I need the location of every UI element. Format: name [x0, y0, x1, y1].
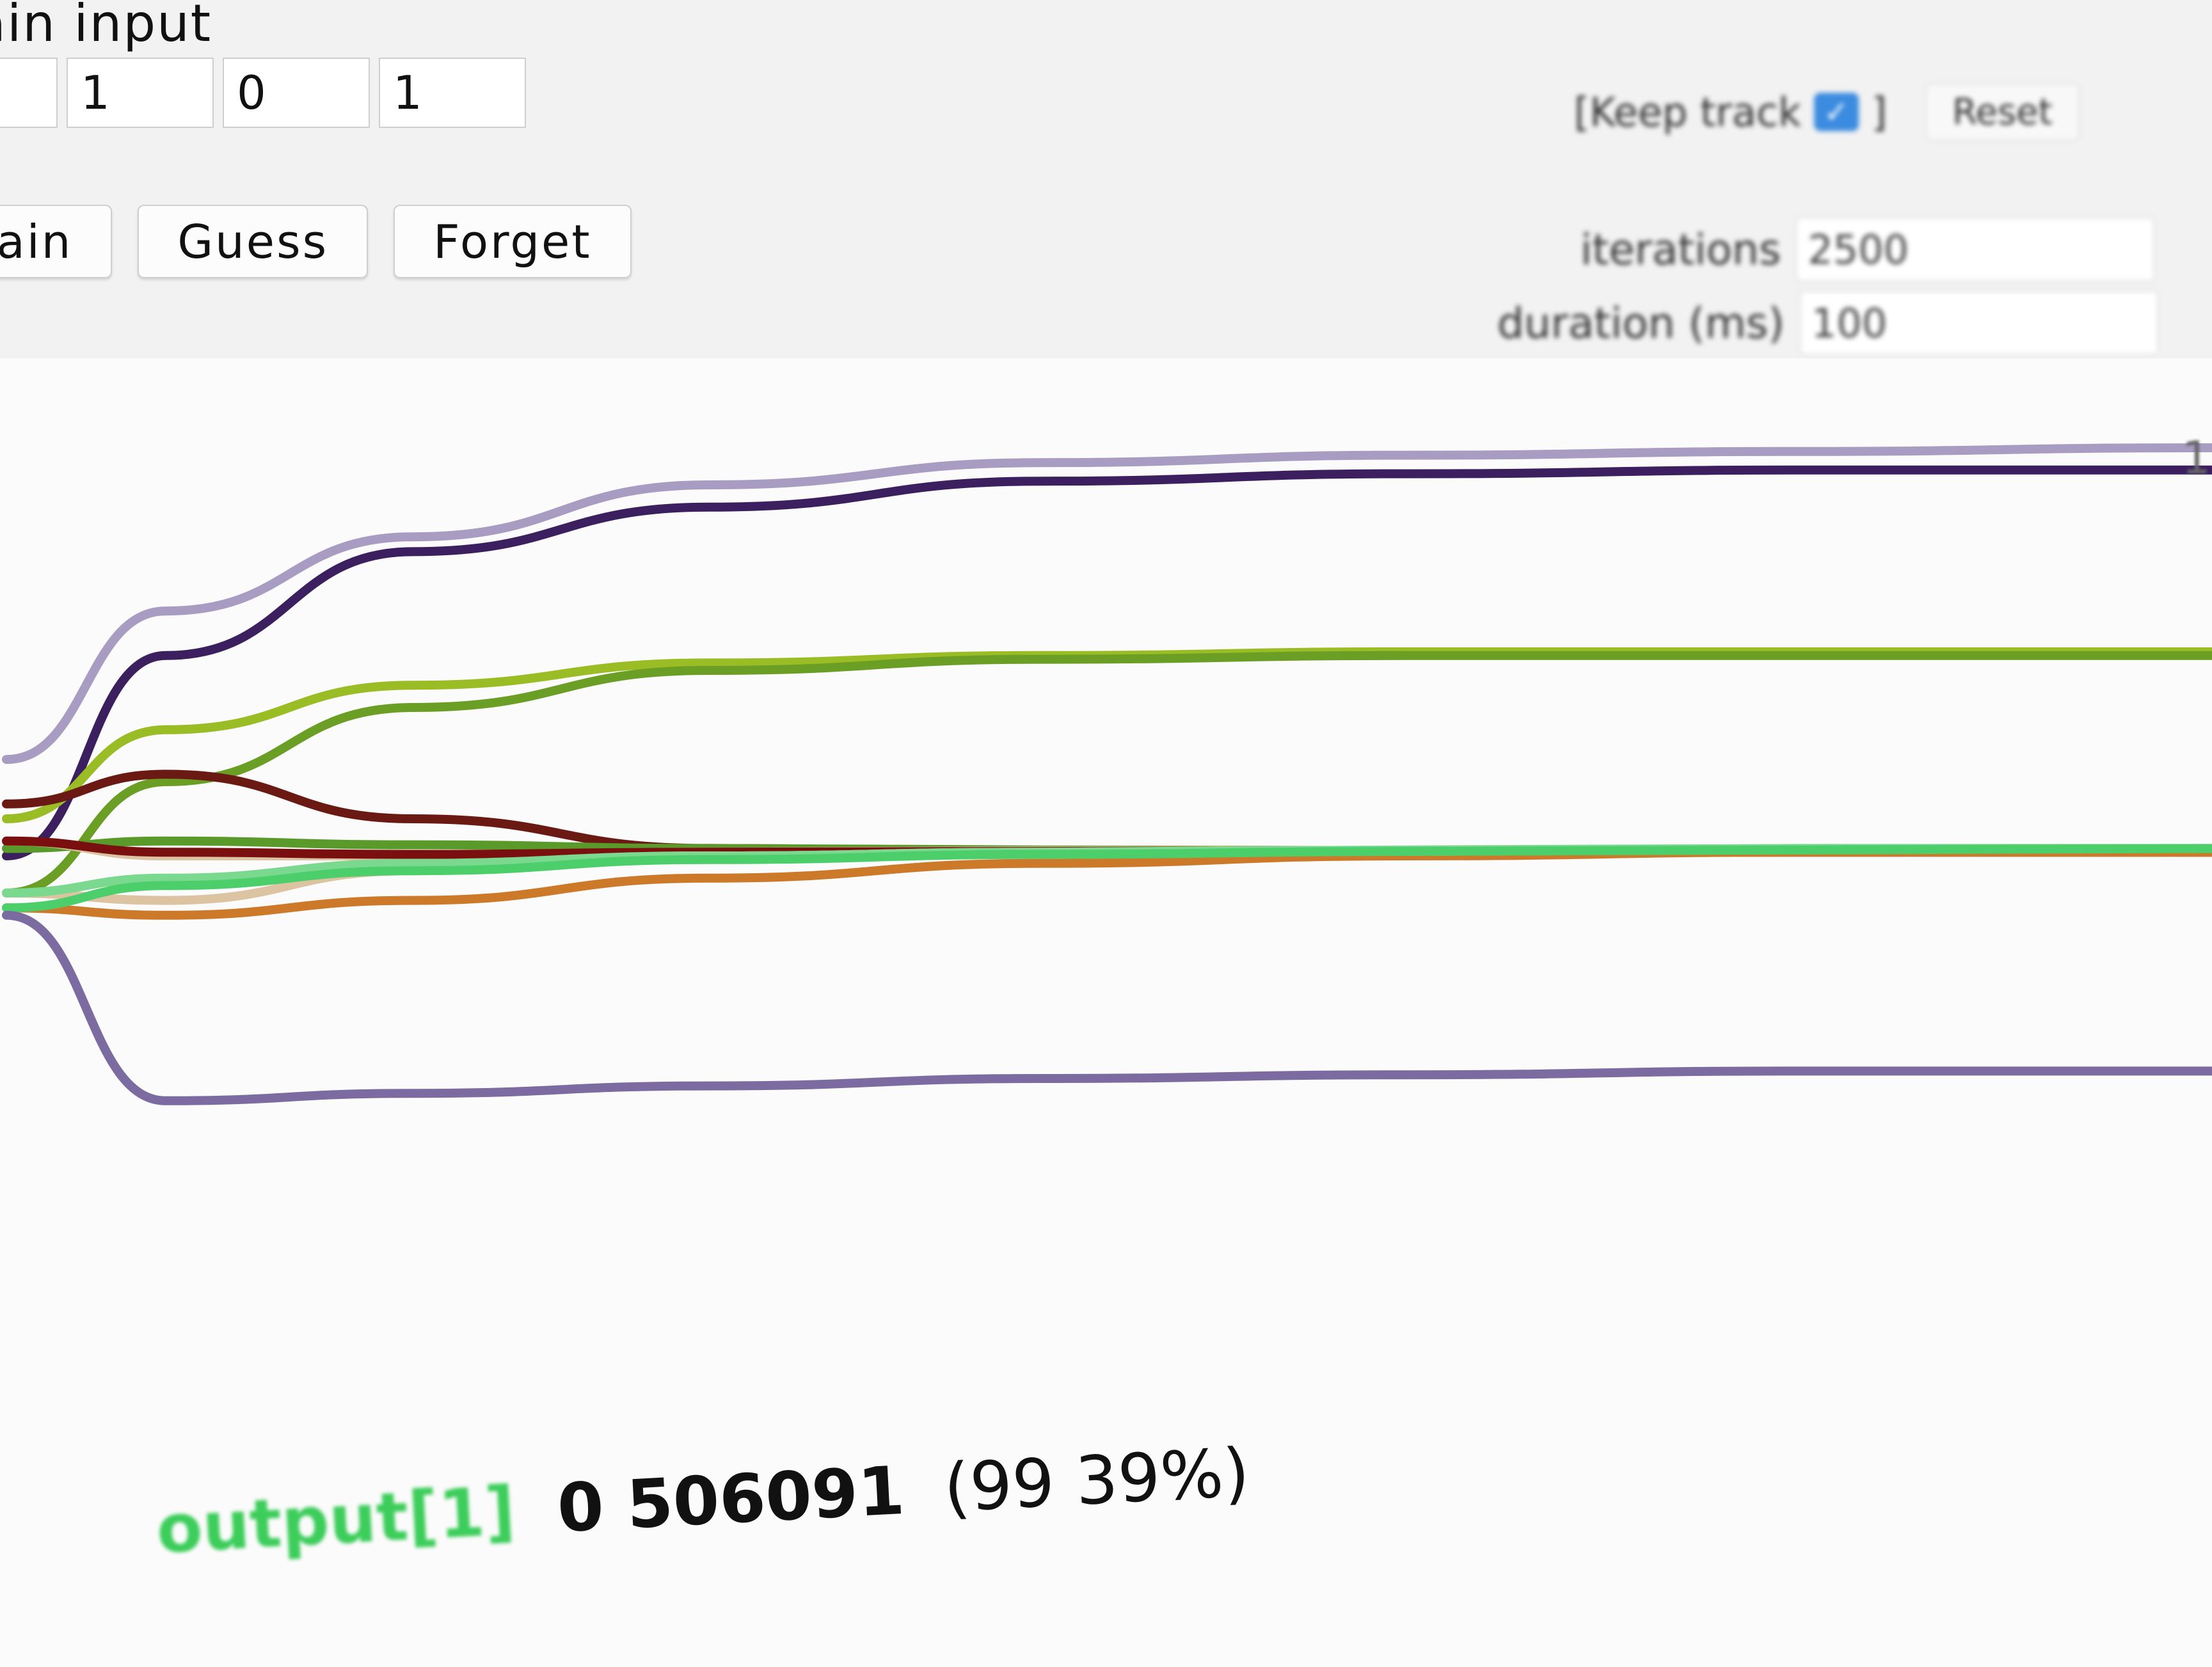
training-chart: 1 — [2, 432, 2212, 1105]
section-title: ain input — [0, 0, 212, 53]
output-label: output[1] — [154, 1471, 518, 1568]
series-line-0 — [2, 443, 2212, 764]
keep-track-label: [Keep track — [1574, 88, 1801, 136]
series-line-2 — [2, 647, 2212, 823]
controls-panel: ain input rain Guess Forget [Keep track … — [0, 0, 2212, 358]
guess-button[interactable]: Guess — [138, 205, 369, 278]
action-buttons-row: rain Guess Forget — [0, 205, 632, 278]
series-line-11 — [2, 844, 2212, 913]
series-line-3 — [2, 651, 2212, 897]
series-line-12 — [2, 910, 2212, 1105]
series-line-1 — [2, 465, 2212, 860]
keep-track-row: [Keep track ✓ ] Reset — [1574, 83, 2080, 141]
reset-button[interactable]: Reset — [1925, 83, 2080, 141]
keep-track-checkbox[interactable]: ✓ — [1813, 93, 1859, 131]
input-field-1[interactable] — [67, 58, 214, 128]
output-value: 0 506091 — [555, 1451, 907, 1548]
iterations-input[interactable] — [1796, 217, 2155, 281]
duration-input[interactable] — [1799, 291, 2158, 355]
iterations-label: iterations — [1580, 225, 1781, 274]
input-field-0[interactable] — [0, 58, 58, 128]
settings-panel: [Keep track ✓ ] Reset — [1574, 83, 2080, 141]
input-values-row — [0, 58, 526, 128]
duration-row: duration (ms) — [1497, 291, 2158, 355]
keep-track-bracket: ] — [1871, 88, 1888, 136]
output-percent: (99 39%) — [942, 1433, 1252, 1528]
duration-label: duration (ms) — [1497, 298, 1785, 348]
chart-end-label: 1 — [2182, 432, 2211, 484]
input-field-3[interactable] — [379, 58, 526, 128]
input-field-2[interactable] — [223, 58, 370, 128]
iterations-row: iterations — [1580, 217, 2155, 281]
train-button[interactable]: rain — [0, 205, 113, 278]
chart-lines-group — [2, 443, 2212, 1105]
forget-button[interactable]: Forget — [394, 205, 632, 278]
